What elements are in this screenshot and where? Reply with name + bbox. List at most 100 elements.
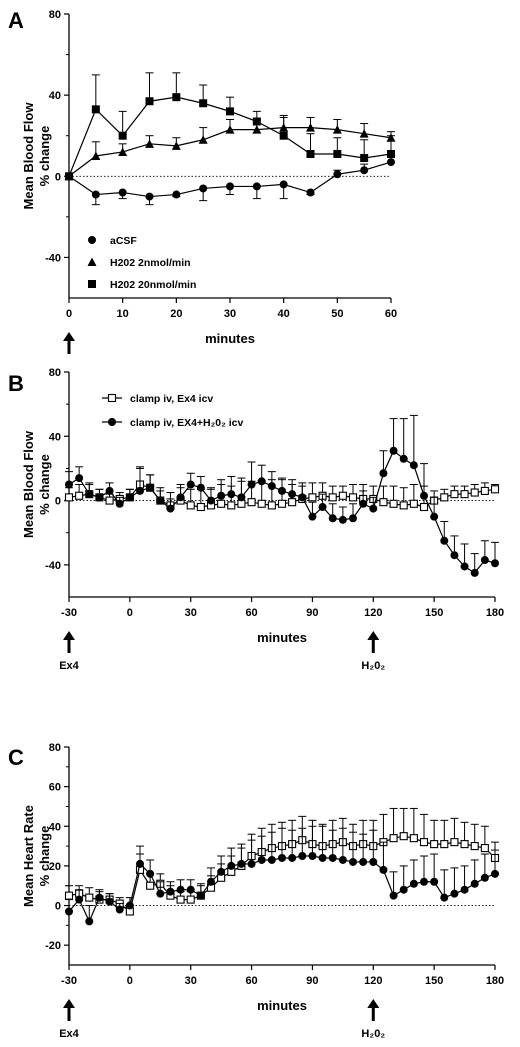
series-circle [65,155,395,206]
data-point [65,907,73,916]
data-point [360,154,369,163]
data-point [125,493,134,502]
data-point [85,893,94,902]
data-point [389,891,398,900]
data-point [176,895,185,904]
data-point [379,865,388,874]
data-point [332,125,342,134]
y-tick-label: 40 [49,431,61,443]
data-point [217,491,226,500]
data-point [369,504,378,513]
x-tick-label: -30 [61,607,77,619]
data-point [146,483,155,492]
x-tick-label: 40 [278,308,290,320]
data-point [172,190,181,199]
data-point [186,885,195,894]
y-tick-label: 80 [49,742,61,754]
y-tick-label: 0 [55,901,61,913]
x-tick-label: 20 [170,308,182,320]
data-point [277,499,287,508]
data-point [136,486,144,495]
data-point [225,125,235,134]
data-point [288,853,297,862]
data-point [105,486,114,495]
panel-c: C 80 60 40 20 0 -20 -30 0 30 60 90 120 150 180 minutes M… [8,742,504,1040]
x-tick-label: 60 [245,975,257,987]
data-point [308,512,317,521]
data-point [207,877,215,886]
x-tick-label: 60 [245,607,257,619]
panel-letter: B [8,371,24,396]
data-point [145,139,154,148]
data-point [247,498,256,507]
data-point [207,496,215,505]
data-point [360,166,369,175]
data-point [369,857,378,866]
data-point [186,480,195,489]
data-point [298,493,307,502]
data-point [440,893,449,902]
x-tick-label: 180 [486,975,504,987]
y-tick-label: 40 [49,90,61,102]
data-point [308,493,317,502]
data-point [349,514,357,523]
y-tick-label: 60 [49,782,61,794]
data-point [288,490,297,499]
data-point [328,493,337,502]
data-point [65,172,73,181]
data-point [257,499,266,508]
panel-letter: A [8,8,24,33]
y-tick-label: -40 [45,560,61,572]
data-point [480,556,489,565]
data-point [196,502,205,512]
data-point [108,418,116,426]
data-point [460,840,469,849]
data-point [95,893,104,902]
data-point [379,469,388,478]
y-tick-label: 40 [49,821,61,833]
data-point [470,568,479,577]
data-point [328,853,337,862]
data-point [87,257,97,266]
data-point [107,393,117,403]
data-point [306,188,315,197]
x-tick-label: 120 [364,975,382,987]
data-point [176,885,185,894]
data-point [252,125,262,134]
data-point [480,486,489,495]
data-point [171,141,181,150]
data-point [306,149,315,158]
data-point [450,551,459,560]
y-tick-label: 0 [55,171,61,183]
data-point [389,834,398,843]
x-tick-label: 90 [306,607,318,619]
data-point [399,832,408,841]
x-tick-label: 30 [185,975,197,987]
data-point [145,97,154,106]
data-point [196,483,205,492]
data-point [450,889,459,898]
data-point [328,514,337,523]
data-point [91,151,101,160]
panel-b: B 80 40 0 -40 -30 0 30 60 90 120 150 180 minutes Mean … [8,367,504,672]
series-triangle [64,114,396,181]
legend-label: aCSF [110,235,137,247]
data-point [146,869,155,878]
y-tick-label: -20 [45,940,61,952]
data-point [338,515,347,524]
data-point [349,857,357,866]
data-point [440,840,449,849]
data-point [118,131,127,140]
y-tick-label: 20 [49,861,61,873]
data-point [298,852,307,860]
y-axis-label: Mean Blood Flow [21,102,36,210]
data-point [430,840,439,849]
series-line [68,126,392,177]
data-point [226,182,234,191]
data-point [105,897,114,906]
data-point [409,834,418,843]
x-tick-label: -30 [61,975,77,987]
y-tick-label: 80 [49,9,61,21]
data-point [75,474,84,483]
data-point [306,123,315,132]
